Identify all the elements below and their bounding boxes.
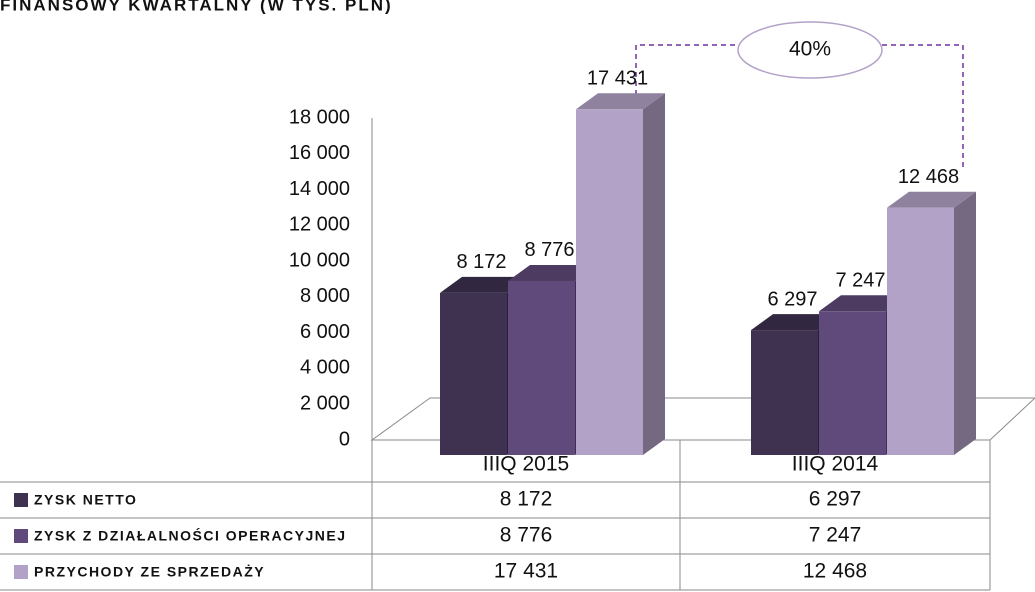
- value-label: 6 297: [767, 288, 817, 310]
- y-tick-label: 12 000: [289, 214, 350, 236]
- bracket: [635, 44, 964, 170]
- legend-label: ZYSK NETTO: [34, 492, 137, 508]
- y-tick-label: 4 000: [300, 357, 350, 379]
- bar-top: [751, 314, 840, 331]
- legend-label: ZYSK Z DZIAŁALNOŚCI OPERACYJNEJ: [34, 527, 347, 544]
- y-tick-label: 10 000: [289, 249, 350, 271]
- bar-side: [643, 93, 665, 456]
- value-label: 8 776: [524, 239, 574, 261]
- bar: [887, 207, 954, 455]
- value-label: 12 468: [898, 166, 959, 188]
- bar-top: [508, 264, 597, 281]
- table-cell: 6 297: [809, 488, 862, 511]
- chart-title: FINANSOWY KWARTALNY (W TYS. PLN): [0, 0, 393, 14]
- bar-top: [887, 191, 976, 208]
- annotation-ellipse: [737, 21, 883, 79]
- table-cell: 12 468: [803, 560, 867, 583]
- bar: [819, 311, 886, 455]
- x-tick-label: IIIQ 2015: [483, 453, 569, 476]
- table-cell: 17 431: [494, 560, 558, 583]
- legend-swatch: [14, 529, 28, 543]
- table-cell: 8 172: [500, 488, 553, 511]
- bar-top: [819, 295, 908, 312]
- table-cell: 7 247: [809, 524, 862, 547]
- annotation: 40%: [789, 38, 831, 61]
- y-tick-label: 14 000: [289, 178, 350, 200]
- bar: [440, 292, 507, 455]
- table-cell: 8 776: [500, 524, 553, 547]
- y-tick-label: 2 000: [300, 393, 350, 415]
- legend-label: PRZYCHODY ZE SPRZEDAŻY: [34, 564, 265, 580]
- bar-top: [576, 93, 665, 110]
- x-tick-label: IIIQ 2014: [792, 453, 879, 476]
- y-tick-label: 6 000: [300, 321, 350, 343]
- value-label: 7 247: [835, 270, 885, 292]
- bar: [576, 109, 643, 456]
- y-tick-label: 16 000: [289, 142, 350, 164]
- bar-side: [954, 191, 976, 455]
- legend-swatch: [14, 565, 28, 579]
- legend-swatch: [14, 493, 28, 507]
- bar: [751, 330, 818, 455]
- y-tick-label: 18 000: [289, 106, 350, 128]
- y-tick-label: 0: [339, 428, 350, 450]
- table: [0, 440, 991, 591]
- bar-top: [440, 276, 529, 293]
- value-label: 8 172: [456, 251, 506, 273]
- value-label: 17 431: [587, 68, 648, 90]
- bar: [508, 280, 575, 455]
- y-tick-label: 8 000: [300, 285, 350, 307]
